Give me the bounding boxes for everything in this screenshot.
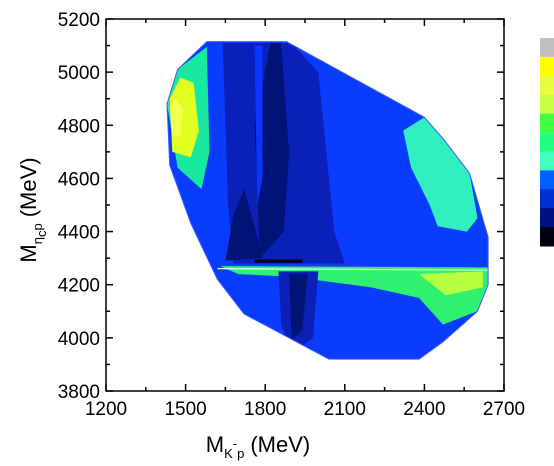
colorbar-segment [540,132,554,152]
y-axis-title: Mηcp (MeV) [16,157,49,262]
x-tick-label: 2400 [403,399,445,420]
colorbar-segment [540,208,554,228]
x-tick-label: 1500 [164,399,206,420]
colorbar-segment [540,170,554,190]
x-axis-title-main: M [206,432,224,457]
axis-tick-labels: 1200 1500 1800 2100 2400 2700 3800 4000 4200 4400… [58,10,525,420]
y-tick-label: 4600 [58,169,100,190]
colorbar-segment [540,227,554,247]
x-axis-title-sub: K [224,446,233,461]
y-tick-label: 4000 [58,329,100,350]
y-axis-title-sub2: p [30,223,45,230]
x-axis-title-sup: - [233,436,237,451]
y-tick-label: 5000 [58,63,100,84]
heatmap-region-navy [225,189,263,261]
x-tick-label: 2100 [324,399,366,420]
heatmap-region-yellow-band [419,271,483,296]
heatmap-region-dark-line [254,259,303,263]
heatmap-boundary-outline [166,41,489,360]
colorbar-segment [540,94,554,115]
y-tick-label: 4800 [58,116,100,137]
x-tick-label: 1200 [85,399,127,420]
colorbar-segment [540,113,554,133]
heatmap-region-white-line [217,268,489,271]
heatmap-region-navy-lower [289,274,308,341]
colorbar [540,38,554,247]
x-axis-title-sub2: p [237,446,244,461]
heatmap-layer [167,41,489,360]
y-axis-title-main: M [16,244,41,262]
x-axis-title-unit: (MeV) [250,432,310,457]
y-axis-title-subsub: c [34,230,49,237]
y-tick-label: 5200 [58,10,100,31]
heatmap-region-cyan [403,117,478,232]
colorbar-segment [540,56,554,77]
x-tick-label: 2700 [483,399,525,420]
colorbar-segment [540,38,554,58]
y-axis-title-unit: (MeV) [16,157,41,217]
heatmap-region-yellow [169,77,199,158]
axis-ticks [105,18,505,392]
heatmap-region-blue-bright [254,45,263,205]
heatmap-region-navy [254,42,290,259]
y-axis-title-sub: η [30,237,45,244]
y-tick-label: 4400 [58,223,100,244]
y-tick-label: 3800 [58,382,100,403]
colorbar-segment [540,75,554,96]
colorbar-segment [540,189,554,209]
x-axis-title: MK-p (MeV) [206,432,310,461]
heatmap-region-light-yellow [169,98,183,136]
heatmap-region-green-band [220,266,489,325]
y-tick-label: 4200 [58,276,100,297]
x-tick-label: 1800 [244,399,286,420]
colorbar-segment [540,151,554,171]
